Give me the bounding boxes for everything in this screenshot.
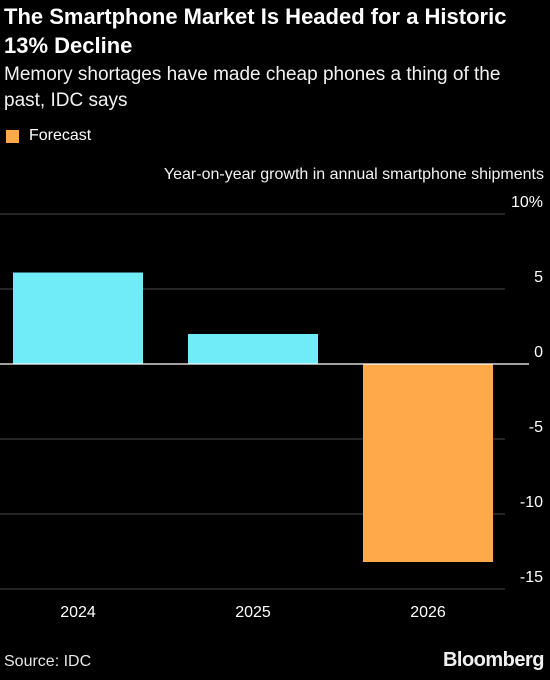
y-tick-label: -15 [520, 569, 543, 586]
y-tick-label: 5 [534, 269, 543, 286]
source-note: Source: IDC [4, 653, 92, 670]
y-axis-label: Year-on-year growth in annual smartphone… [163, 166, 544, 183]
y-tick-label: 10% [511, 194, 543, 211]
y-tick-label: -10 [520, 494, 543, 511]
legend: Forecast [6, 126, 91, 146]
y-tick-label: 0 [534, 344, 543, 361]
bloomberg-logo: Bloomberg [442, 649, 545, 671]
bar-2026 [363, 364, 493, 562]
bar-2024 [13, 272, 143, 364]
legend-swatch-forecast [6, 129, 19, 143]
chart-subtitle: Memory shortages have made cheap phones … [4, 64, 501, 111]
x-tick-label: 2024 [60, 604, 96, 621]
y-tick-label: -5 [529, 419, 543, 436]
chart-title: The Smartphone Market Is Headed for a Hi… [4, 4, 507, 58]
legend-label-forecast: Forecast [29, 127, 92, 144]
x-tick-label: 2025 [235, 604, 271, 621]
bar-2025 [188, 334, 318, 364]
x-tick-label: 2026 [410, 604, 446, 621]
